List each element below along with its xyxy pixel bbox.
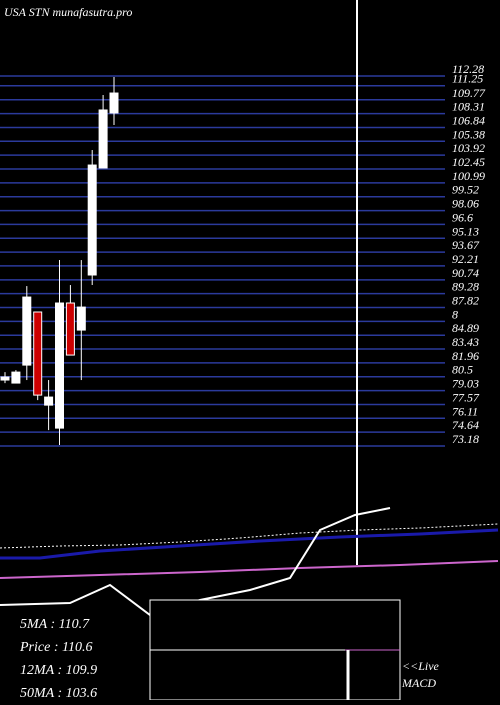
stat: 5MA : 110.7 xyxy=(20,617,90,632)
y-tick-label: 93.67 xyxy=(452,238,480,252)
y-tick-label: 89.28 xyxy=(452,280,479,294)
y-tick-label: 106.84 xyxy=(452,113,485,127)
y-tick-label: 95.13 xyxy=(452,224,479,238)
candle-body xyxy=(87,164,97,276)
y-tick-label: 87.82 xyxy=(452,293,479,307)
y-tick-label: 80.5 xyxy=(452,363,473,377)
stat: 12MA : 109.9 xyxy=(20,663,97,678)
candle-body xyxy=(65,302,75,356)
y-tick-label: 102.45 xyxy=(452,155,485,169)
ma-line-long xyxy=(0,560,499,579)
candle-body xyxy=(0,376,10,381)
y-tick-label: 103.92 xyxy=(452,141,485,155)
candle-body xyxy=(44,396,54,406)
y-tick-label: 81.96 xyxy=(452,349,479,363)
y-tick-label: 84.89 xyxy=(452,321,479,335)
y-tick-label: 8 xyxy=(452,307,458,321)
candle-body xyxy=(98,109,108,169)
y-tick-label: 73.18 xyxy=(452,432,479,446)
y-tick-label: 111.25 xyxy=(452,72,483,86)
y-tick-label: 96.6 xyxy=(452,210,473,224)
y-tick-label: 76.11 xyxy=(452,404,478,418)
macd-line xyxy=(0,507,391,617)
y-tick-label: 83.43 xyxy=(452,335,479,349)
stat: Price : 110.6 xyxy=(19,640,92,655)
candle-body xyxy=(55,302,64,429)
candle-body xyxy=(11,371,21,384)
candle-body xyxy=(109,92,119,114)
candle-body xyxy=(76,306,86,331)
y-tick-label: 92.21 xyxy=(452,252,479,266)
panel-label: MACD xyxy=(401,676,436,690)
y-tick-label: 105.38 xyxy=(452,127,485,141)
y-tick-label: 79.03 xyxy=(452,377,479,391)
signal-line xyxy=(0,523,499,549)
ma-line xyxy=(0,528,499,560)
y-tick-label: 109.77 xyxy=(452,86,486,100)
candle-body xyxy=(33,311,43,396)
stat: 50MA : 103.6 xyxy=(20,686,97,700)
y-tick-label: 77.57 xyxy=(452,390,480,404)
y-tick-label: 108.31 xyxy=(452,100,485,114)
y-tick-label: 74.64 xyxy=(452,418,479,432)
candle-body xyxy=(22,296,32,366)
chart-title: USA STN munafasutra.pro xyxy=(4,5,132,19)
y-tick-label: 98.06 xyxy=(452,197,479,211)
y-tick-label: 90.74 xyxy=(452,266,479,280)
y-tick-label: 99.52 xyxy=(452,183,479,197)
panel-label: <<Live xyxy=(402,659,440,673)
y-tick-label: 100.99 xyxy=(452,169,485,183)
y-tick-label: 112.28 xyxy=(452,62,484,76)
